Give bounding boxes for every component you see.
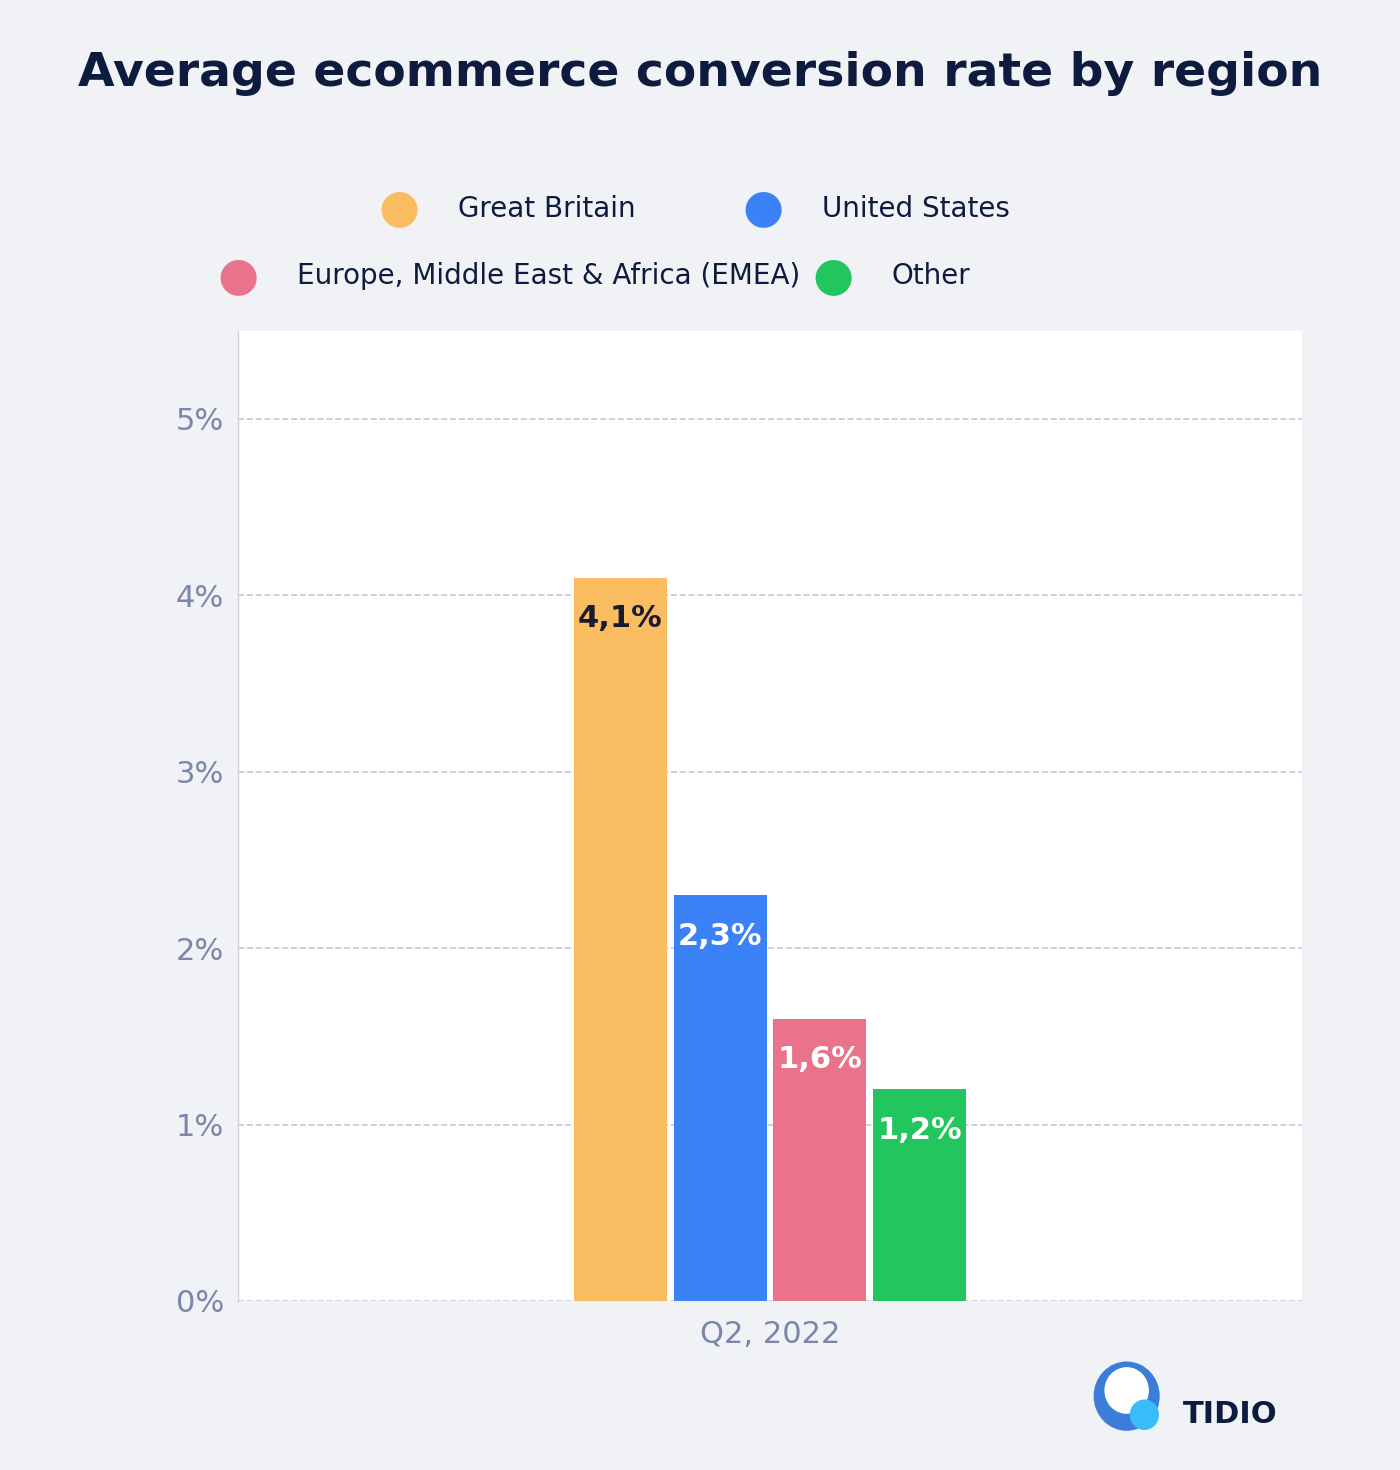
Text: ●: ●	[378, 187, 420, 231]
Text: ●: ●	[812, 254, 854, 298]
Text: 1,2%: 1,2%	[878, 1116, 962, 1145]
Text: Other: Other	[892, 262, 970, 291]
Text: Europe, Middle East & Africa (EMEA): Europe, Middle East & Africa (EMEA)	[297, 262, 799, 291]
Circle shape	[1095, 1363, 1159, 1430]
Text: 4,1%: 4,1%	[578, 604, 662, 634]
Text: 1,6%: 1,6%	[777, 1045, 862, 1075]
Text: Average ecommerce conversion rate by region: Average ecommerce conversion rate by reg…	[78, 51, 1322, 97]
Text: Great Britain: Great Britain	[458, 194, 636, 223]
Text: ●: ●	[217, 254, 259, 298]
Bar	[673, 895, 767, 1301]
Text: ●: ●	[742, 187, 784, 231]
Bar	[574, 578, 666, 1301]
Text: TIDIO: TIDIO	[1183, 1399, 1278, 1429]
Text: United States: United States	[822, 194, 1009, 223]
Text: 2,3%: 2,3%	[678, 922, 763, 951]
Bar	[773, 1019, 867, 1301]
Circle shape	[1131, 1399, 1158, 1429]
Bar	[874, 1089, 966, 1301]
Circle shape	[1105, 1367, 1148, 1413]
